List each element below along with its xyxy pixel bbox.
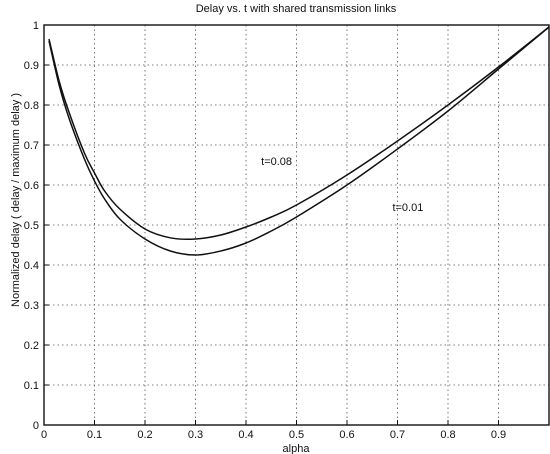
x-tick-label: 0.3: [188, 429, 203, 441]
grid: [44, 25, 549, 425]
y-tick-label: 0.9: [24, 60, 39, 72]
y-tick-label: 1: [33, 20, 39, 32]
y-tick-label: 0.7: [24, 140, 39, 152]
series-line-t-0-08: [48, 26, 550, 241]
x-tick-label: 0.9: [491, 429, 506, 441]
x-tick-label: 0.6: [339, 429, 354, 441]
y-tick-label: 0.4: [24, 260, 39, 272]
y-tick-label: 0.6: [24, 180, 39, 192]
y-tick-label: 0.3: [24, 300, 39, 312]
x-tick-label: 0.5: [289, 429, 304, 441]
series-layer: [48, 26, 550, 256]
chart-title: Delay vs. t with shared transmission lin…: [196, 3, 397, 15]
y-tick-label: 0.2: [24, 340, 39, 352]
tick-labels: 0 0.1 0.2 0.3 0.4 0.5 0.6 0.7 0.8 0.9 0 0.1 0.2 0.3 0.…: [24, 20, 506, 441]
y-tick-label: 0.5: [24, 220, 39, 232]
series-annotation: t=0.08: [261, 156, 292, 168]
x-tick-label: 0.4: [238, 429, 253, 441]
x-tick-label: 0.1: [87, 429, 102, 441]
y-axis-label: Normalized delay ( delay / maximum delay…: [10, 93, 22, 307]
x-tick-label: 0.8: [440, 429, 455, 441]
annotations: t=0.08 t=0.01: [261, 156, 423, 214]
x-axis-label: alpha: [283, 443, 311, 454]
y-tick-label: 0.8: [24, 100, 39, 112]
x-tick-label: 0.7: [390, 429, 405, 441]
series-annotation: t=0.01: [392, 202, 423, 214]
y-tick-label: 0: [33, 420, 39, 432]
x-tick-label: 0: [41, 429, 47, 441]
series-line-t-0-01: [48, 26, 550, 256]
y-tick-label: 0.1: [24, 380, 39, 392]
x-tick-label: 0.2: [137, 429, 152, 441]
